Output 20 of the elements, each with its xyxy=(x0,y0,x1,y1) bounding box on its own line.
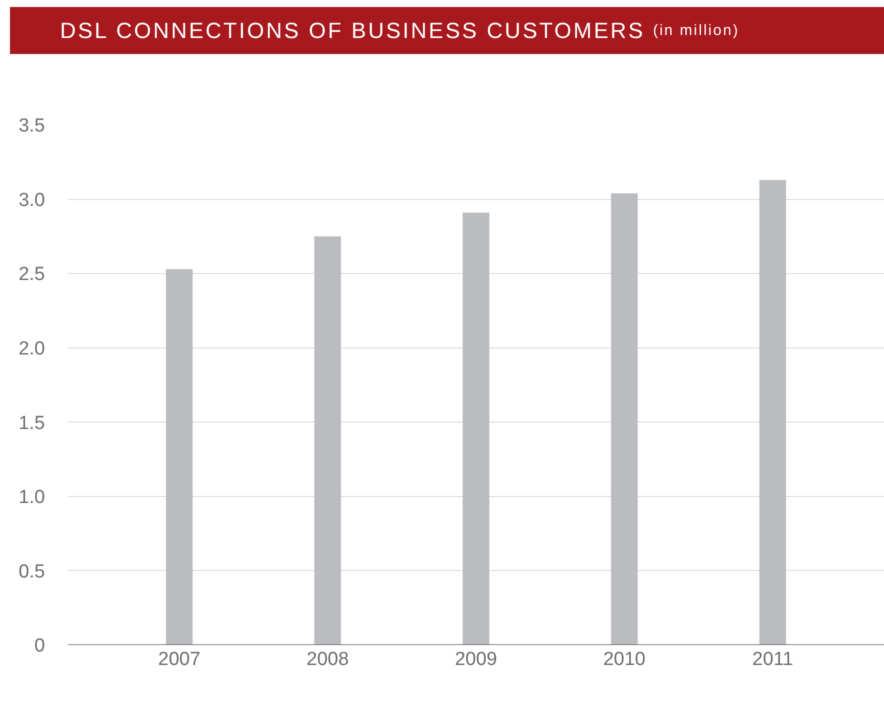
bar xyxy=(611,193,638,645)
y-tick-label: 3.5 xyxy=(18,116,45,137)
chart-subtitle: (in million) xyxy=(652,22,740,39)
x-tick-label: 2009 xyxy=(454,649,498,670)
bar xyxy=(759,180,786,645)
x-tick-label: 2007 xyxy=(158,649,200,670)
x-tick-label: 2011 xyxy=(752,649,794,670)
y-tick-label: 2.0 xyxy=(18,338,45,360)
bar xyxy=(314,236,341,645)
y-tick-label: 0 xyxy=(34,636,45,657)
y-tick-label: 1.0 xyxy=(18,487,45,508)
y-tick-label: 1.5 xyxy=(18,412,45,434)
x-tick-label: 2010 xyxy=(603,649,646,670)
bar xyxy=(166,269,193,645)
bar xyxy=(462,212,490,645)
x-tick-label: 2008 xyxy=(306,649,349,670)
chart-title: DSL CONNECTIONS OF BUSINESS CUSTOMERS xyxy=(60,18,645,44)
y-tick-label: 3.0 xyxy=(18,190,45,211)
y-tick-label: 0.5 xyxy=(18,561,45,582)
y-tick-label: 2.5 xyxy=(18,264,45,286)
